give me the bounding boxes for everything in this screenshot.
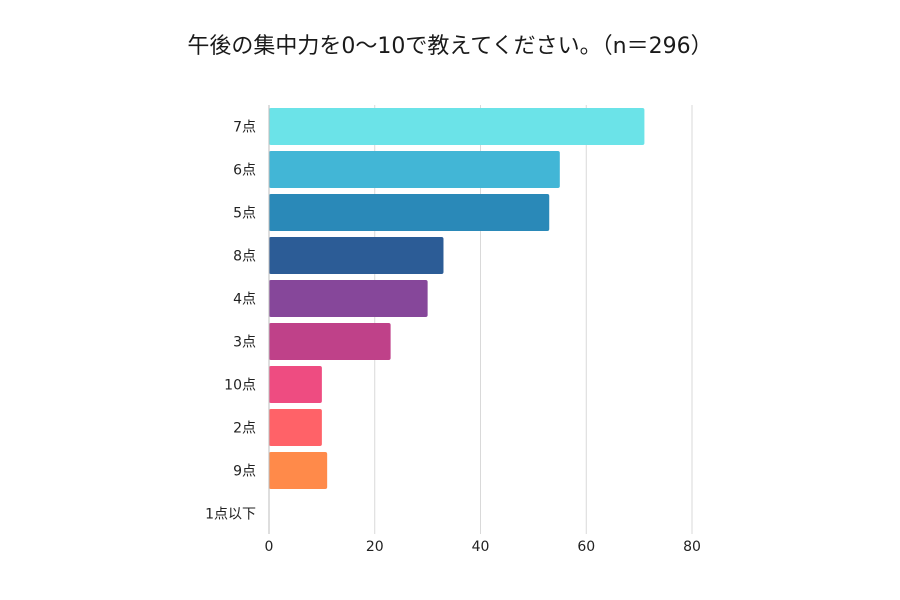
bar-8 xyxy=(269,452,328,489)
bar-6 xyxy=(269,366,322,403)
bar-4 xyxy=(269,280,428,317)
category-label: 8点 xyxy=(233,249,256,265)
bar-5 xyxy=(269,323,391,360)
x-tick-label: 20 xyxy=(366,539,384,555)
category-label: 5点 xyxy=(233,206,256,222)
bar-7 xyxy=(269,409,322,446)
category-label: 9点 xyxy=(233,464,256,480)
x-tick-label: 0 xyxy=(265,539,274,555)
category-label: 4点 xyxy=(233,292,256,308)
category-label: 10点 xyxy=(224,378,256,394)
category-label: 3点 xyxy=(233,335,256,351)
bar-0 xyxy=(269,108,645,145)
category-label: 6点 xyxy=(233,163,256,179)
category-label: 2点 xyxy=(233,421,256,437)
x-tick-label: 80 xyxy=(683,539,701,555)
chart-title: 午後の集中力を0〜10で教えてください。（n＝296） xyxy=(187,34,713,59)
category-label: 1点以下 xyxy=(205,507,256,523)
bar-2 xyxy=(269,194,550,231)
bar-1 xyxy=(269,151,560,188)
category-label: 7点 xyxy=(233,120,256,136)
x-tick-label: 60 xyxy=(577,539,595,555)
bar-3 xyxy=(269,237,444,274)
x-tick-label: 40 xyxy=(472,539,490,555)
